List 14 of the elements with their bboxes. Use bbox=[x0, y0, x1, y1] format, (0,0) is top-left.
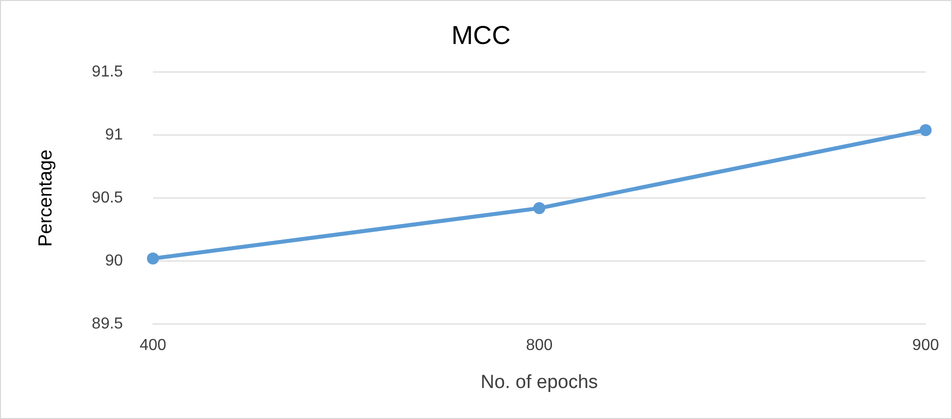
point bbox=[146, 252, 159, 265]
x-axis-title: No. of epochs bbox=[480, 372, 598, 393]
y-axis-title: Percentage bbox=[36, 150, 57, 247]
y-tick-label: 89.5 bbox=[92, 315, 124, 332]
y-tick-label: 90.5 bbox=[92, 190, 124, 207]
point bbox=[920, 124, 932, 136]
x-tick-label: 800 bbox=[526, 337, 553, 354]
y-tick-label: 91.5 bbox=[92, 64, 124, 81]
x-tick-label: 400 bbox=[140, 337, 166, 354]
x-tick-label: 900 bbox=[912, 337, 940, 354]
y-tick-label: 91 bbox=[105, 126, 124, 144]
point bbox=[533, 202, 546, 214]
y-tick-label: 90 bbox=[105, 252, 124, 270]
chart-title: MCC bbox=[451, 20, 511, 50]
